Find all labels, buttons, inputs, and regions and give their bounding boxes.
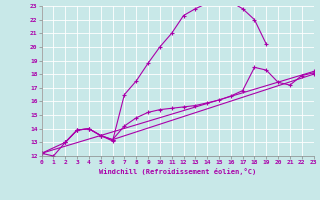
X-axis label: Windchill (Refroidissement éolien,°C): Windchill (Refroidissement éolien,°C) (99, 168, 256, 175)
